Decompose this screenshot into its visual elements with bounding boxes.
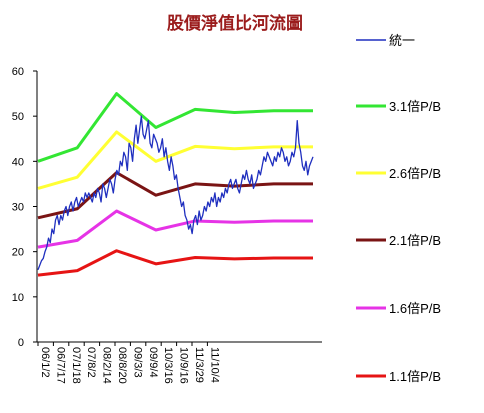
axes: 0 10 20 30 40 50 60 06/1/2 06/7/17 07/1/18 07/8/2 0… [12,66,322,384]
y-tick-label: 30 [12,202,24,214]
x-tick-label: 06/7/17 [54,347,66,384]
x-tick-label: 08/2/14 [101,347,113,384]
x-tick-label: 11/10/4 [208,347,220,383]
x-tick-label: 09/3/3 [131,347,143,378]
series-line-5 [37,249,313,277]
x-tick-label: 07/8/2 [85,347,97,378]
chart-title: 股價淨值比河流圖 [167,13,303,34]
x-tick-label: 11/3/29 [193,347,205,383]
series-line-0 [37,115,314,270]
legend-label: 1.6倍P/B [389,301,441,316]
y-tick-label: 60 [12,66,24,78]
series-line-3 [37,171,313,220]
plot-area [37,92,314,277]
y-tick-label: 0 [18,337,24,349]
y-tick-label: 40 [12,156,24,168]
legend-label: 統一 [389,33,415,48]
x-tick-label: 10/9/16 [178,347,190,384]
legend-label: 2.1倍P/B [389,233,441,248]
series-line-1 [37,92,313,163]
x-tick-label: 08/8/20 [116,347,128,384]
x-tick-label: 06/1/2 [39,347,51,378]
legend: 統一 3.1倍P/B 2.6倍P/B 2.1倍P/B 1.6倍P/B 1.1倍P/B [356,33,441,384]
y-tick-label: 50 [12,111,24,123]
series-line-2 [37,130,313,190]
series-line-4 [37,209,313,249]
legend-label: 2.6倍P/B [389,166,441,181]
y-tick-label: 10 [12,292,24,304]
y-tick-label: 20 [12,247,24,259]
x-tick-label: 10/3/16 [162,347,174,384]
x-tick-label: 07/1/18 [70,347,82,384]
legend-label: 3.1倍P/B [389,99,441,114]
legend-label: 1.1倍P/B [389,369,441,384]
x-tick-label: 09/9/4 [147,347,159,378]
